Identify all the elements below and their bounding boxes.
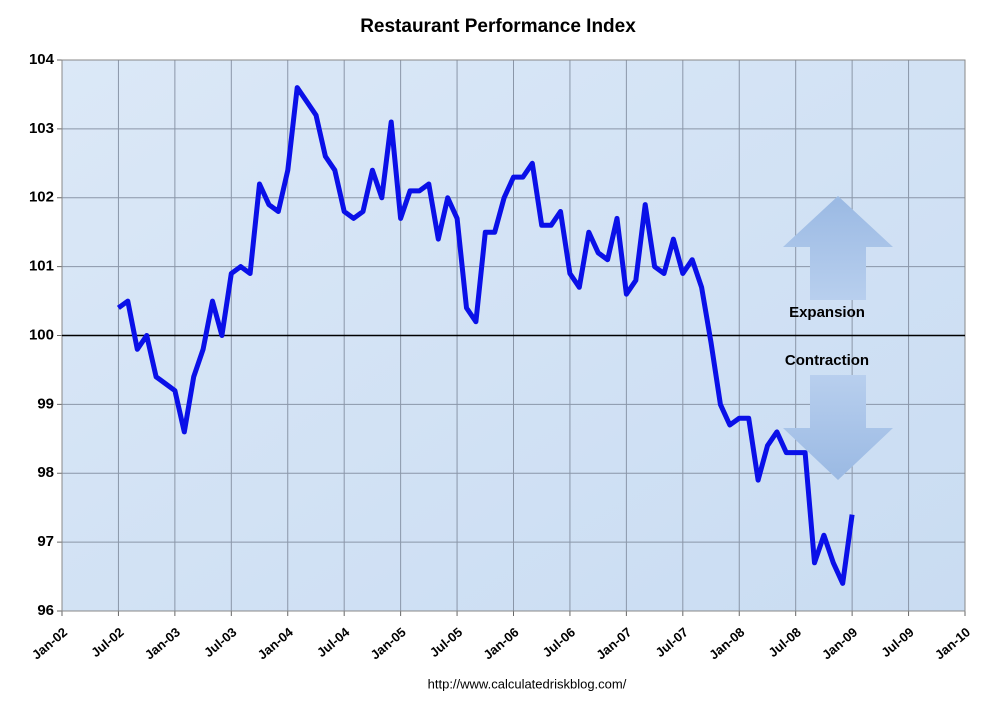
x-tick-label: Jan-03 <box>142 624 183 662</box>
x-tick-label: Jul-08 <box>765 624 803 660</box>
x-tick-label: Jan-06 <box>480 624 521 662</box>
x-tick-label: Jan-04 <box>255 624 297 662</box>
y-tick-label: 103 <box>29 120 54 137</box>
chart-title: Restaurant Performance Index <box>360 16 636 37</box>
x-tick-label: Jan-08 <box>706 624 747 662</box>
y-tick-label: 97 <box>37 533 54 550</box>
x-tick-label: Jan-05 <box>368 624 409 662</box>
x-tick-label: Jan-02 <box>29 624 70 662</box>
x-tick-label: Jul-06 <box>540 624 578 660</box>
annotation: Contraction <box>785 352 869 369</box>
y-tick-label: 104 <box>29 51 55 68</box>
y-tick-label: 102 <box>29 189 54 206</box>
x-tick-label: Jul-03 <box>201 624 239 660</box>
x-tick-label: Jul-02 <box>88 624 126 660</box>
source: http://www.calculatedriskblog.com/ <box>428 676 627 691</box>
expansion-arrow <box>783 196 893 300</box>
x-tick-label: Jul-05 <box>427 624 465 660</box>
y-tick-label: 100 <box>29 326 54 343</box>
x-tick-label: Jan-09 <box>819 624 860 662</box>
x-tick-label: Jan-10 <box>932 624 973 662</box>
series-line <box>116 85 855 586</box>
y-tick-label: 96 <box>37 602 54 619</box>
annotation: Expansion <box>789 304 865 321</box>
x-tick-label: Jul-04 <box>314 624 353 660</box>
y-tick-label: 99 <box>37 395 54 412</box>
y-tick-label: 101 <box>29 258 54 275</box>
y-tick-label: 98 <box>37 464 54 481</box>
contraction-arrow <box>783 375 893 480</box>
x-tick-label: Jul-07 <box>653 624 691 660</box>
x-tick-label: Jan-07 <box>593 624 634 662</box>
x-tick-label: Jul-09 <box>878 624 916 660</box>
